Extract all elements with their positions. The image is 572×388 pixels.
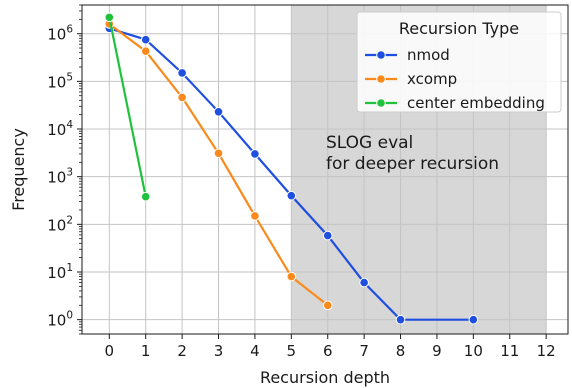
data-point	[140, 191, 151, 202]
x-axis-title: Recursion depth	[260, 368, 390, 387]
legend-label: center embedding	[407, 94, 545, 112]
data-point	[359, 277, 369, 288]
y-tick-label: 103	[47, 167, 73, 187]
annotation-line-2: for deeper recursion	[326, 154, 499, 174]
legend: Recursion Type nmod xcomp center embedding	[356, 11, 562, 113]
x-tick-label: 11	[500, 342, 519, 360]
data-point	[213, 148, 224, 159]
data-point	[140, 34, 151, 45]
legend-marker	[376, 50, 386, 60]
data-point	[104, 12, 115, 23]
legend-box	[356, 11, 562, 113]
x-tick-label: 12	[537, 342, 556, 360]
data-point	[177, 68, 187, 78]
x-tick-label: 8	[396, 342, 406, 360]
x-tick-label: 4	[250, 342, 260, 360]
x-tick-label: 1	[141, 342, 151, 360]
legend-label: nmod	[407, 46, 450, 64]
x-tick-label: 9	[432, 342, 442, 360]
data-point	[468, 314, 479, 325]
annotation-line-1: SLOG eval	[326, 133, 413, 153]
data-point	[322, 300, 333, 311]
x-tick-label: 10	[464, 342, 483, 360]
x-tick-label: 5	[287, 342, 297, 360]
legend-marker	[376, 74, 386, 84]
x-tick-label: 0	[105, 342, 115, 360]
legend-title: Recursion Type	[399, 19, 519, 38]
data-point	[177, 92, 187, 103]
x-tick-label: 6	[323, 342, 333, 360]
legend-items: nmod xcomp center embedding	[365, 46, 545, 112]
legend-marker	[376, 98, 386, 108]
y-tick-label: 104	[47, 119, 73, 139]
y-tick-label: 105	[47, 71, 73, 91]
data-point	[286, 190, 297, 201]
data-point	[286, 271, 297, 282]
series-line-0	[108, 27, 474, 321]
x-tick-label: 2	[177, 342, 187, 360]
y-tick-label: 101	[47, 262, 73, 282]
y-tick-label: 106	[47, 24, 73, 44]
legend-label: xcomp	[407, 70, 457, 88]
series-line-2	[108, 17, 147, 197]
x-tick-label: 7	[359, 342, 369, 360]
data-point	[395, 314, 406, 325]
data-point	[322, 230, 333, 241]
data-point	[140, 46, 151, 56]
y-tick-label: 102	[47, 214, 73, 234]
data-point	[250, 211, 260, 221]
x-tick-label: 3	[214, 342, 224, 360]
plot-frame	[81, 4, 569, 335]
data-point	[250, 149, 260, 159]
series-layer	[104, 12, 479, 325]
y-tick-label: 100	[47, 310, 73, 330]
data-point	[213, 106, 224, 117]
y-axis-title: Frequency	[9, 128, 28, 211]
